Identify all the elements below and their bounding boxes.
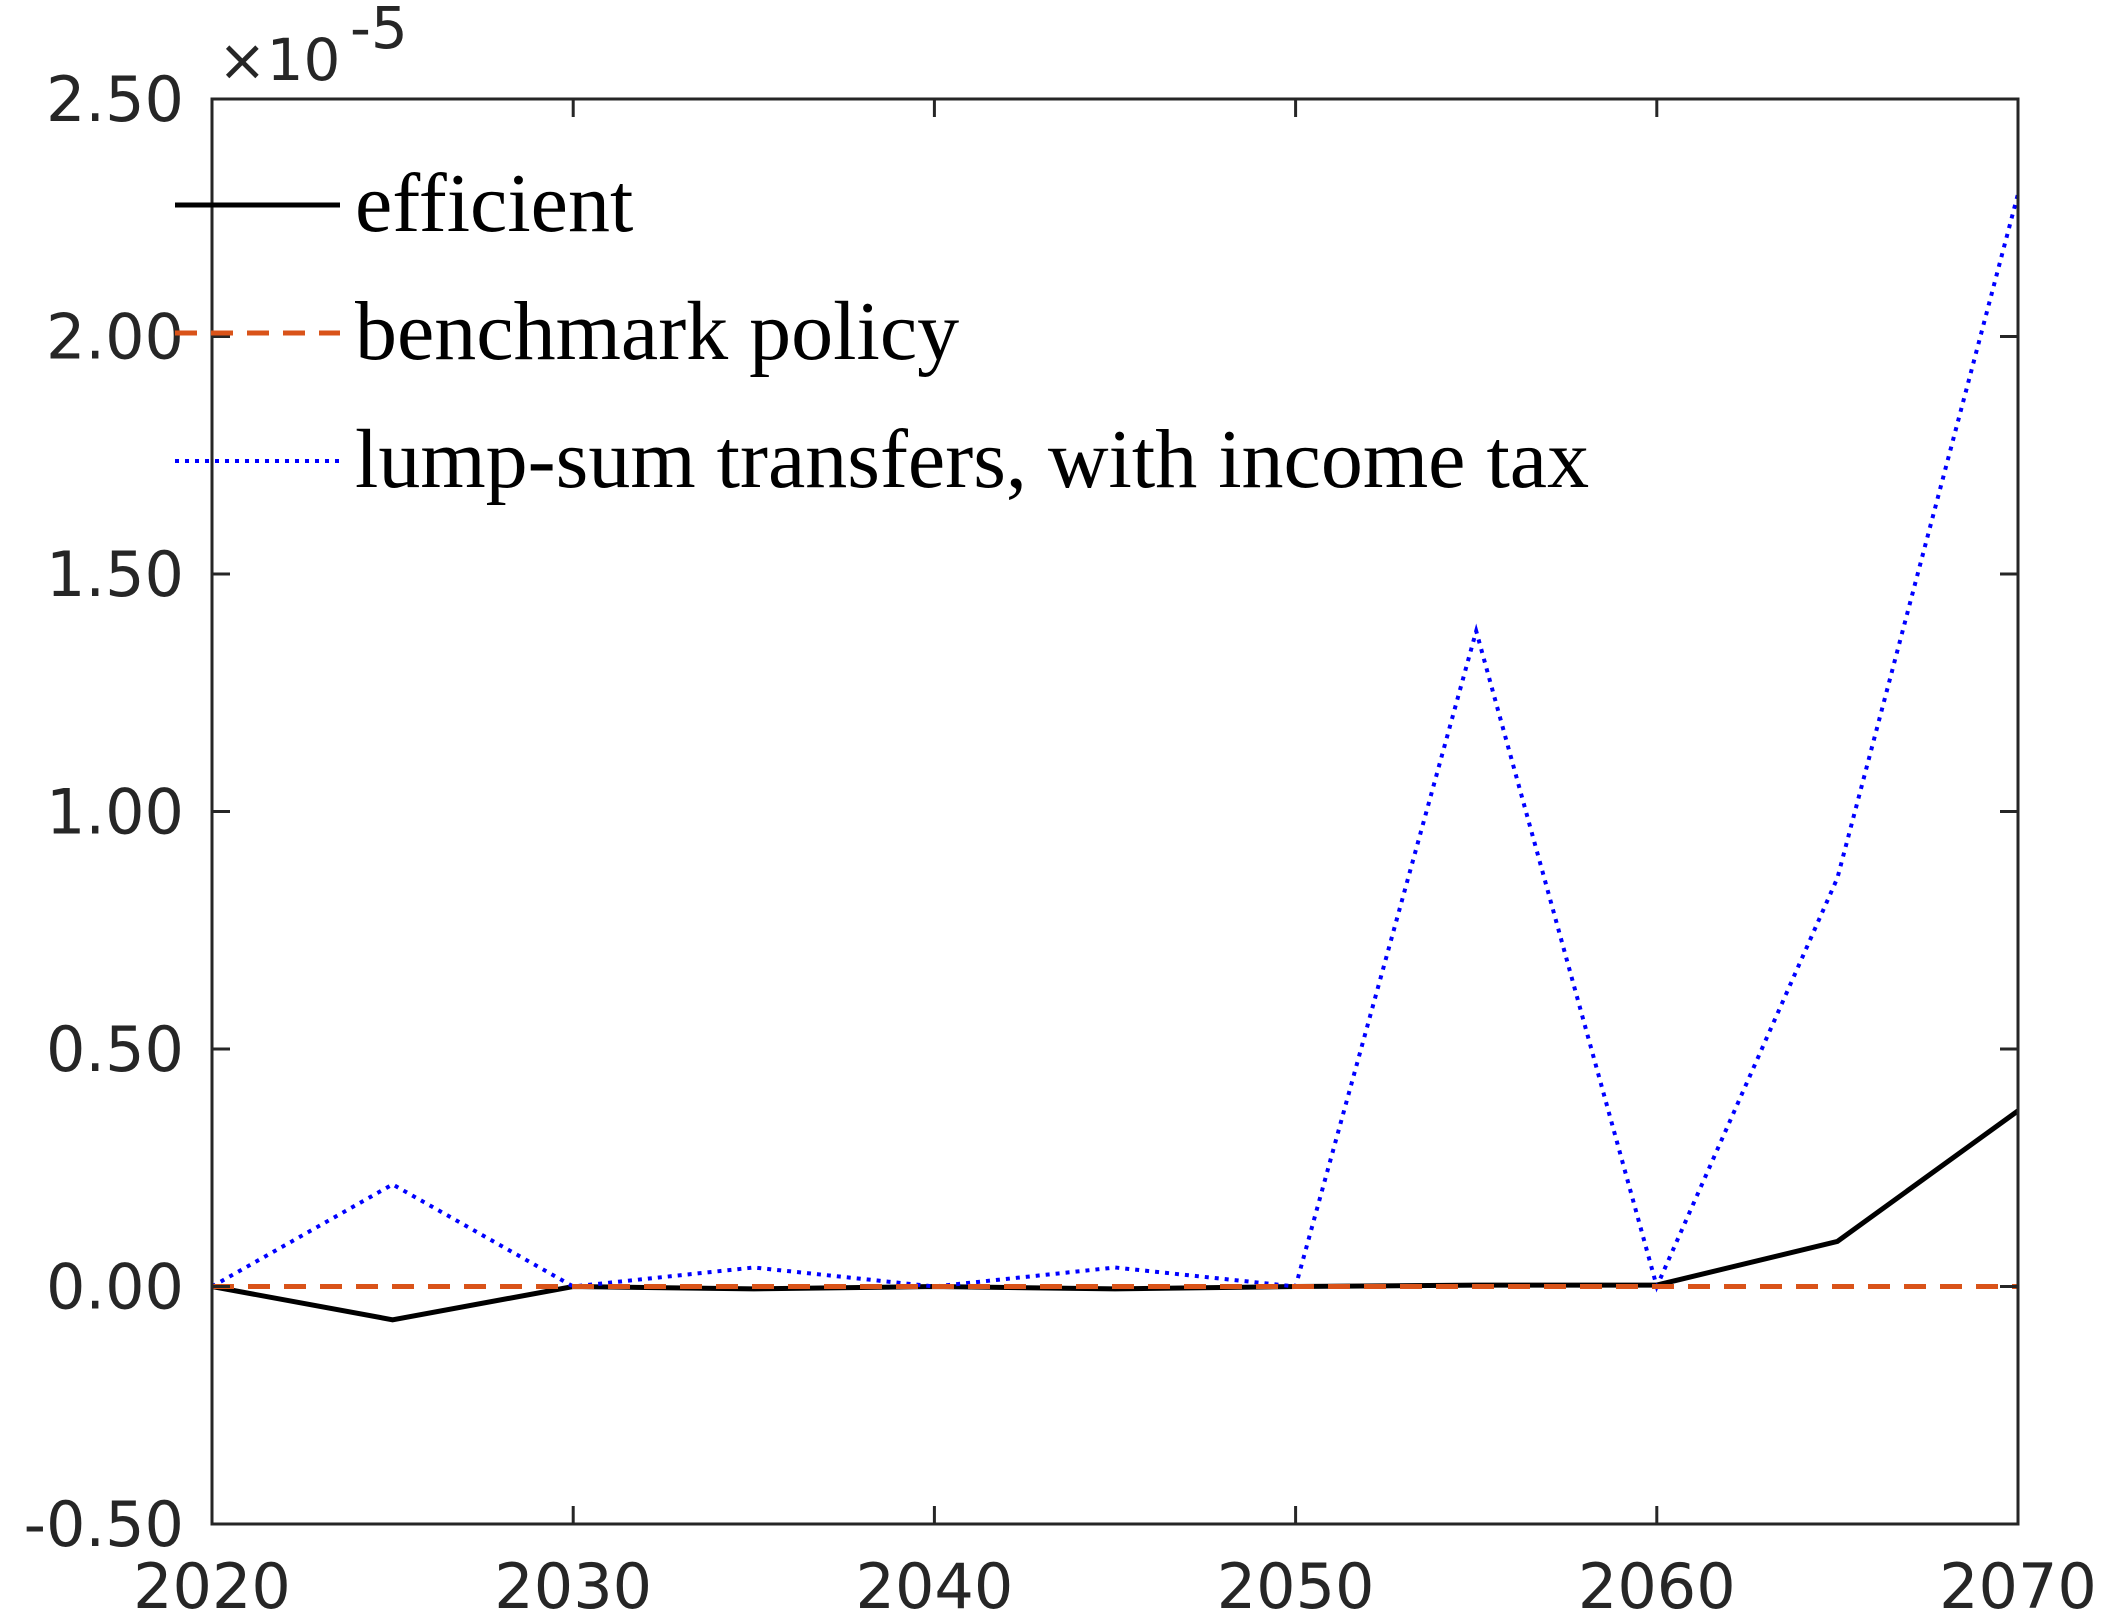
y-exponent-base: ×10	[218, 26, 340, 94]
x-tick-label: 2070	[1939, 1550, 2097, 1622]
y-exponent-label: ×10 -5	[218, 0, 408, 94]
y-tick-label: 2.50	[46, 63, 184, 136]
legend: efficient benchmark policy lump-sum transf…	[175, 157, 1589, 506]
x-tick-label: 2050	[1217, 1550, 1375, 1622]
y-tick-label: 1.00	[46, 776, 184, 849]
series-line-lump-sum-transfers-with-income-tax	[211, 193, 2020, 1293]
ticks: 2020 2030 2040 2050 2060 2070 -0.50 0.00 0.50 1.0…	[24, 63, 2097, 1622]
plot-area	[211, 193, 2020, 1323]
y-tick-label: -0.50	[24, 1488, 184, 1561]
y-tick-label: 0.00	[46, 1251, 184, 1324]
x-tick-label: 2040	[856, 1550, 1014, 1622]
legend-label: lump-sum transfers, with income tax	[355, 413, 1589, 506]
y-tick-label: 2.00	[46, 301, 184, 374]
x-tick-label: 2060	[1578, 1550, 1736, 1622]
y-exponent-power: -5	[350, 0, 408, 62]
legend-label: efficient	[355, 157, 633, 250]
x-tick-label: 2030	[494, 1550, 652, 1622]
legend-label: benchmark policy	[355, 285, 959, 378]
y-tick-label: 0.50	[46, 1013, 184, 1086]
y-tick-label: 1.50	[46, 538, 184, 611]
x-tick-label: 2020	[133, 1550, 291, 1622]
